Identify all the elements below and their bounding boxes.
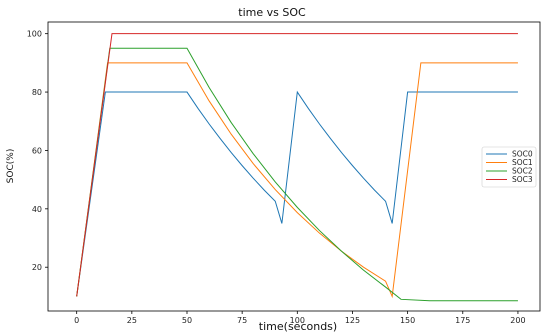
x-tick-label: 50 (182, 316, 192, 325)
legend-label-soc0: SOC0 (512, 150, 533, 159)
series-lines (76, 33, 518, 302)
y-tick-label: 100 (27, 30, 42, 39)
y-axis-label: SOC(%) (6, 149, 16, 184)
series-line-soc3 (76, 33, 518, 297)
legend-label-soc1: SOC1 (512, 158, 533, 167)
series-line-soc2 (76, 47, 518, 302)
series-line-soc0 (76, 90, 518, 297)
x-tick-label: 25 (127, 316, 137, 325)
x-tick-label: 75 (237, 316, 247, 325)
x-tick-label: 175 (455, 316, 470, 325)
y-tick-label: 80 (32, 88, 42, 97)
x-tick-label: 125 (345, 316, 360, 325)
series-line-soc1 (76, 62, 518, 299)
x-axis-label: time(seconds) (259, 320, 337, 333)
y-tick-label: 60 (32, 146, 42, 155)
x-tick-label: 100 (290, 316, 305, 325)
legend-box (481, 146, 537, 188)
x-axis-ticks: 0 25 50 75 100 125 150 175 200 (74, 311, 526, 325)
legend-label-soc3: SOC3 (512, 175, 533, 184)
y-tick-label: 40 (32, 205, 42, 214)
chart-title: time vs SOC (238, 6, 306, 19)
plot-frame (47, 21, 541, 312)
legend-label-soc2: SOC2 (512, 167, 533, 176)
y-tick-label: 20 (32, 263, 42, 272)
x-tick-label: 150 (400, 316, 415, 325)
x-tick-label: 200 (510, 316, 525, 325)
y-axis-ticks: 20 40 60 80 100 (27, 30, 48, 272)
x-tick-label: 0 (74, 316, 79, 325)
